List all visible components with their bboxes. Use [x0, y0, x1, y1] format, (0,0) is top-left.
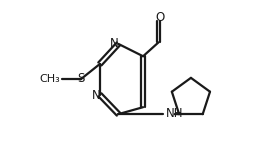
Text: O: O	[155, 12, 164, 24]
Text: N: N	[92, 89, 101, 102]
Text: S: S	[78, 72, 85, 85]
Text: CH₃: CH₃	[40, 74, 60, 84]
Text: N: N	[110, 37, 119, 50]
Text: NH: NH	[166, 107, 183, 120]
